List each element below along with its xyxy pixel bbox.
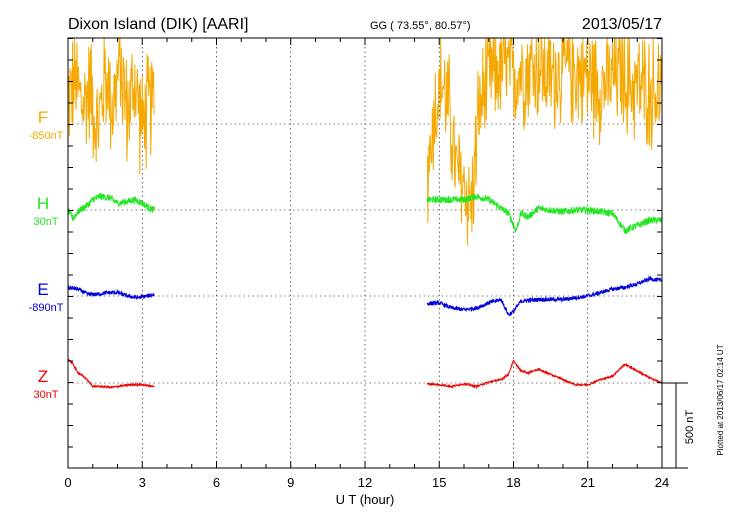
station-title: Dixon Island (DIK) [AARI] [68, 16, 249, 33]
axis-ticks: 0 3 6 9 12 15 18 21 24 [64, 38, 669, 490]
series-labels: F -850nT H 30nT E -890nT Z 30nT [29, 108, 64, 401]
x-tick-label: 21 [581, 475, 595, 490]
series-baseline-label: 30nT [33, 216, 58, 228]
x-tick-label: 12 [358, 475, 372, 490]
x-tick-label: 9 [287, 475, 294, 490]
x-tick-label: 3 [139, 475, 146, 490]
x-tick-label: 18 [506, 475, 520, 490]
series-line-H [67, 192, 663, 235]
series-name-label: F [38, 108, 48, 127]
series-baseline-label: 30nT [33, 389, 58, 401]
series-line-E [67, 275, 663, 317]
series-name-label: Z [38, 367, 48, 386]
scale-bar-label: 500 nT [684, 410, 696, 445]
date-label: 2013/05/17 [582, 16, 662, 33]
x-tick-label: 6 [213, 475, 220, 490]
plotted-at-note: Plotted at 2013/06/17 02:14 UT [716, 344, 725, 455]
series-line-Z [67, 358, 663, 390]
x-tick-label: 24 [655, 475, 669, 490]
series-name-label: E [37, 280, 48, 299]
series-name-label: H [37, 194, 49, 213]
series-baseline-label: -850nT [29, 130, 64, 142]
coordinates-label: GG ( 73.55°, 80.57°) [370, 20, 471, 32]
series-baseline-label: -890nT [29, 302, 64, 314]
x-tick-label: 15 [432, 475, 446, 490]
x-tick-label: 0 [64, 475, 71, 490]
x-axis-title: U T (hour) [336, 492, 395, 507]
